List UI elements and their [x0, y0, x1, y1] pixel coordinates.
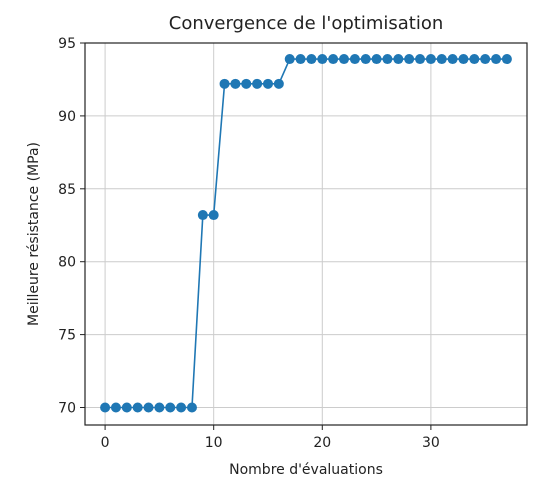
x-tick-label: 10	[205, 435, 223, 451]
series-line	[105, 58, 507, 409]
ticks: 0 10 20 30 70 75 80 85 90 95	[58, 36, 440, 451]
data-point	[165, 402, 176, 413]
plot-frame	[84, 42, 528, 426]
data-point	[197, 210, 208, 221]
data-point	[328, 54, 339, 65]
data-point	[295, 54, 306, 65]
data-point	[491, 54, 502, 65]
data-point	[349, 54, 360, 65]
data-point	[143, 402, 154, 413]
data-point	[371, 54, 382, 65]
data-point	[415, 54, 426, 65]
data-point	[317, 54, 328, 65]
data-point	[306, 54, 317, 65]
data-point	[132, 402, 143, 413]
series-layer	[100, 54, 512, 413]
data-point	[252, 78, 263, 89]
data-point	[469, 54, 480, 65]
y-axis-label: Meilleure résistance (MPa)	[26, 142, 42, 326]
data-point	[208, 210, 219, 221]
data-point	[436, 54, 447, 65]
data-point	[273, 78, 284, 89]
data-point	[360, 54, 371, 65]
x-tick-label: 0	[101, 435, 110, 451]
data-point	[393, 54, 404, 65]
data-point	[284, 54, 295, 65]
y-tick-label: 90	[58, 109, 76, 125]
data-point	[425, 54, 436, 65]
chart-title: Convergence de l'optimisation	[169, 13, 444, 34]
data-point	[121, 402, 132, 413]
data-point	[186, 402, 197, 413]
data-point	[480, 54, 491, 65]
y-tick-label: 75	[58, 328, 76, 344]
data-point	[501, 54, 512, 65]
data-point	[100, 402, 111, 413]
data-point	[176, 402, 187, 413]
data-point	[447, 54, 458, 65]
data-point	[154, 402, 165, 413]
data-point	[458, 54, 469, 65]
y-tick-label: 95	[58, 36, 76, 52]
data-point	[339, 54, 350, 65]
y-tick-label: 80	[58, 255, 76, 271]
data-point	[382, 54, 393, 65]
y-tick-label: 70	[58, 401, 76, 417]
x-tick-label: 30	[422, 435, 440, 451]
data-point	[219, 78, 230, 89]
data-point	[262, 78, 273, 89]
data-point	[241, 78, 252, 89]
y-tick-label: 85	[58, 182, 76, 198]
data-point	[110, 402, 121, 413]
data-point	[230, 78, 241, 89]
grid	[85, 42, 527, 425]
x-axis-label: Nombre d'évaluations	[229, 462, 383, 478]
x-tick-label: 20	[313, 435, 331, 451]
data-point	[404, 54, 415, 65]
